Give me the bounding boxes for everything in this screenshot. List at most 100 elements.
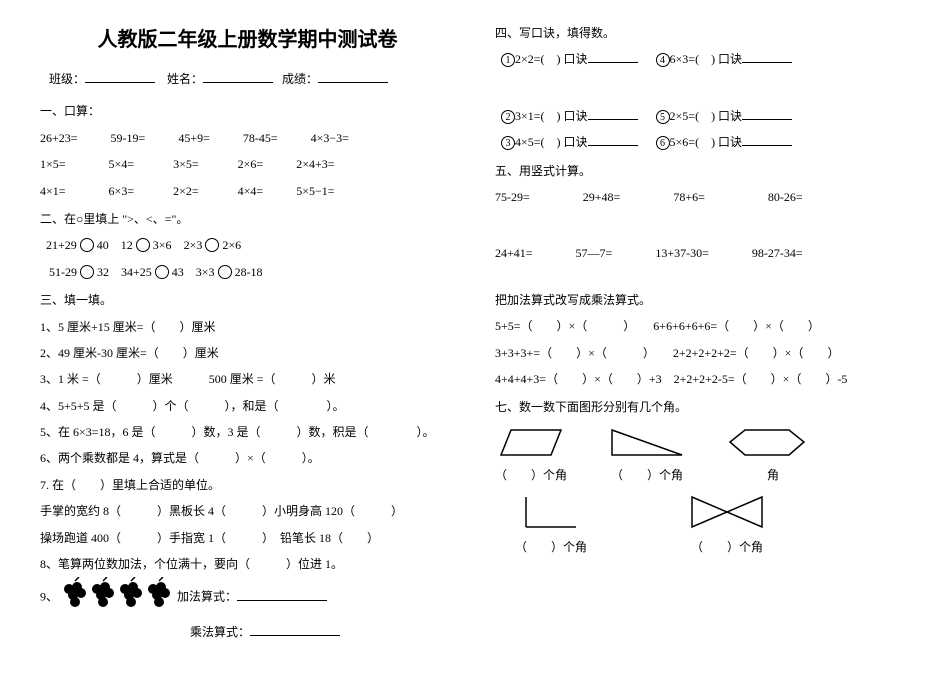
circle-blank [80,238,94,252]
s5-r1: 75-29= 29+48= 78+6= 80-26= [495,184,910,210]
circle-1: 1 [501,53,515,67]
shapes-row-2: （ ）个角 （ ）个角 [515,492,910,560]
left-column: 人教版二年级上册数学期中测试卷 班级： 姓名： 成绩： 一、口算： 26+23=… [40,18,455,645]
s6-heading: 把加法算式改写成乘法算式。 [495,287,910,313]
circle-4: 4 [656,53,670,67]
q: 26+23= [40,125,78,151]
s7-heading: 七、数一数下面图形分别有几个角。 [495,394,910,420]
s4-heading: 四、写口诀，填得数。 [495,20,910,46]
s3-l8: 手掌的宽约 8（ ）黑板长 4（ ）小明身高 120（ ） [40,498,455,524]
q: 75-29= [495,184,530,210]
q: 78+6= [673,184,705,210]
q: 57—7= [576,240,613,266]
section-7: 七、数一数下面图形分别有几个角。 （ ）个角 （ ）个角 角 [495,394,910,560]
s4-r3: 34×5=( ) 口诀 65×6=( ) 口诀 [495,129,910,155]
q: 3×5= [173,151,199,177]
s3-l3: 3、1 米 =（ ）厘米 500 厘米 =（ ）米 [40,366,455,392]
q: 4×5=( ) 口诀 [515,135,588,149]
q: 2×3 [184,238,203,252]
q: 2×5=( ) 口诀 [670,109,743,123]
student-info: 班级： 姓名： 成绩： [40,66,455,92]
angle-label: （ ）个角 [495,468,567,482]
circle-2: 2 [501,110,515,124]
q9-label: 9、 [40,590,58,604]
q: 5×4= [109,151,135,177]
circle-6: 6 [656,136,670,150]
q: 3×6 [153,238,172,252]
mul-expr-label: 乘法算式： [190,625,250,639]
angle-label: 角 [755,468,779,482]
s1-row3: 4×1= 6×3= 2×2= 4×4= 5×5−1= [40,178,455,204]
q: 12 [121,238,133,252]
q: 51-29 [49,265,77,279]
q: 80-26= [768,184,803,210]
q: 5×6=( ) 口诀 [670,135,743,149]
shapes-row-1: （ ）个角 （ ）个角 角 [495,425,910,488]
q: 4×3−3= [311,125,349,151]
class-label: 班级： [49,72,85,86]
q: 78-45= [243,125,278,151]
q: 5×5−1= [296,178,334,204]
q: 1×5= [40,151,66,177]
name-label: 姓名： [167,72,203,86]
s4-r1: 12×2=( ) 口诀 46×3=( ) 口诀 [495,46,910,72]
q: 24+41= [495,240,533,266]
s5-r2: 24+41= 57—7= 13+37-30= 98-27-34= [495,240,910,266]
section-2: 二、在○里填上 ">、<、="。 21+29 40 12 3×6 2×3 2×6… [40,206,455,285]
s1-row1: 26+23= 59-19= 45+9= 78-45= 4×3−3= [40,125,455,151]
score-label: 成绩： [282,72,318,86]
q: 28-18 [235,265,263,279]
section-4: 四、写口诀，填得数。 12×2=( ) 口诀 46×3=( ) 口诀 23×1=… [495,20,910,156]
s1-row2: 1×5= 5×4= 3×5= 2×6= 2×4+3= [40,151,455,177]
q: 3×3 [196,265,215,279]
s6-l1: 5+5=（ ）×（ ） 6+6+6+6+6=（ ）×（ ） [495,313,910,339]
s2-row1: 21+29 40 12 3×6 2×3 2×6 [40,232,455,258]
shape-parallelogram: （ ）个角 [495,425,567,488]
s3-l4: 4、5+5+5 是（ ）个（ ），和是（ ）。 [40,393,455,419]
q: 2×2= [173,178,199,204]
s6-l3: 4+4+4+3=（ ）×（ ）+3 2+2+2+2-5=（ ）×（ ）-5 [495,366,910,392]
q: 6×3=( ) 口诀 [670,52,743,66]
s3-l11: 9、 加法算式： 乘法算式： [40,577,455,645]
s3-l7: 7. 在（ ）里填上合适的单位。 [40,472,455,498]
circle-5: 5 [656,110,670,124]
s5-heading: 五、用竖式计算。 [495,158,910,184]
s3-l6: 6、两个乘数都是 4，算式是（ ）×（ ）。 [40,445,455,471]
angle-label: （ ）个角 [611,468,683,482]
q: 2×6= [238,151,264,177]
q: 21+29 [46,238,77,252]
q: 2×6 [222,238,241,252]
right-column: 四、写口诀，填得数。 12×2=( ) 口诀 46×3=( ) 口诀 23×1=… [495,18,910,645]
circle-blank [205,238,219,252]
q: 3×1=( ) 口诀 [515,109,588,123]
q: 4×1= [40,178,66,204]
section-6: 把加法算式改写成乘法算式。 5+5=（ ）×（ ） 6+6+6+6+6=（ ）×… [495,287,910,393]
s2-row2: 51-29 32 34+25 43 3×3 28-18 [40,259,455,285]
q: 40 [97,238,109,252]
q: 2×4+3= [296,151,334,177]
q: 59-19= [111,125,146,151]
circle-blank [136,238,150,252]
q: 6×3= [109,178,135,204]
add-expr-label: 加法算式： [177,590,237,604]
q: 2×2=( ) 口诀 [515,52,588,66]
s2-heading: 二、在○里填上 ">、<、="。 [40,206,455,232]
shape-angle: （ ）个角 [515,492,587,560]
s3-heading: 三、填一填。 [40,287,455,313]
shape-bowtie: （ ）个角 [687,492,767,560]
circle-blank [155,265,169,279]
section-5: 五、用竖式计算。 75-29= 29+48= 78+6= 80-26= 24+4… [495,158,910,267]
s3-l5: 5、在 6×3=18，6 是（ ）数，3 是（ ）数，积是（ ）。 [40,419,455,445]
q: 32 [97,265,109,279]
angle-label: （ ）个角 [691,540,763,554]
exam-page: 人教版二年级上册数学期中测试卷 班级： 姓名： 成绩： 一、口算： 26+23=… [40,18,910,645]
circle-blank [80,265,94,279]
q: 43 [172,265,184,279]
q: 4×4= [238,178,264,204]
shape-hexagon: 角 [727,425,807,488]
circle-blank [218,265,232,279]
angle-label: （ ）个角 [515,540,587,554]
q: 45+9= [178,125,210,151]
q: 34+25 [121,265,152,279]
grapes-icon [61,577,171,618]
